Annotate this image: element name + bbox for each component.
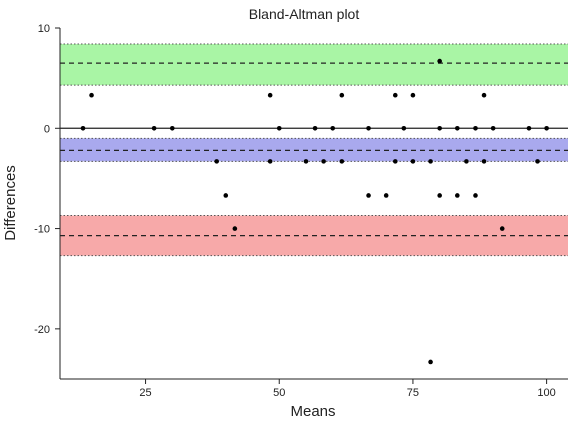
data-point-29	[455, 125, 460, 131]
data-point-9	[276, 125, 282, 131]
x-tick-label-3: 100	[537, 387, 555, 399]
data-point-32	[473, 125, 478, 131]
data-point-19	[392, 92, 398, 98]
x-tick-label-1: 50	[273, 387, 285, 399]
data-point-23	[410, 159, 416, 164]
data-point-33	[473, 193, 478, 198]
data-point-13	[330, 125, 336, 131]
data-point-14	[339, 159, 345, 164]
data-point-21	[401, 125, 407, 131]
data-point-8	[267, 159, 273, 164]
data-point-3	[169, 125, 175, 131]
data-point-30	[455, 193, 460, 198]
data-point-34	[481, 92, 487, 98]
data-point-1	[89, 92, 94, 98]
data-point-6	[232, 226, 238, 231]
data-point-10	[303, 159, 309, 164]
y-tick-label-3: -20	[34, 324, 50, 336]
data-point-5	[223, 193, 229, 198]
data-point-11	[312, 125, 318, 131]
data-point-18	[383, 193, 389, 198]
band-0	[60, 44, 568, 86]
y-axis-label: Differences	[2, 165, 19, 241]
data-point-7	[267, 92, 273, 98]
data-point-4	[214, 159, 219, 164]
data-point-27	[437, 125, 442, 131]
data-point-26	[437, 58, 442, 64]
data-point-12	[321, 159, 326, 164]
data-point-25	[428, 159, 433, 164]
data-point-2	[151, 125, 157, 131]
data-point-20	[392, 159, 398, 164]
x-tick-label-2: 75	[407, 387, 419, 399]
data-point-17	[366, 193, 371, 198]
data-point-24	[428, 359, 433, 365]
chart-title: Bland-Altman plot	[249, 6, 360, 22]
y-tick-label-1: 0	[44, 123, 50, 135]
data-point-22	[410, 92, 416, 98]
data-point-15	[339, 92, 345, 98]
y-tick-label-0: 10	[38, 23, 50, 35]
x-axis-label: Means	[290, 403, 335, 420]
data-point-37	[499, 226, 505, 231]
data-point-16	[366, 125, 371, 131]
data-point-38	[526, 125, 532, 131]
data-point-40	[544, 125, 549, 131]
points-layer	[80, 58, 549, 365]
data-point-28	[437, 193, 442, 198]
data-point-36	[490, 125, 496, 131]
x-tick-label-0: 25	[139, 387, 151, 399]
data-point-39	[535, 159, 540, 164]
y-tick-label-2: -10	[34, 224, 50, 236]
data-point-35	[481, 159, 487, 164]
data-point-0	[80, 125, 86, 131]
data-point-31	[464, 159, 469, 164]
